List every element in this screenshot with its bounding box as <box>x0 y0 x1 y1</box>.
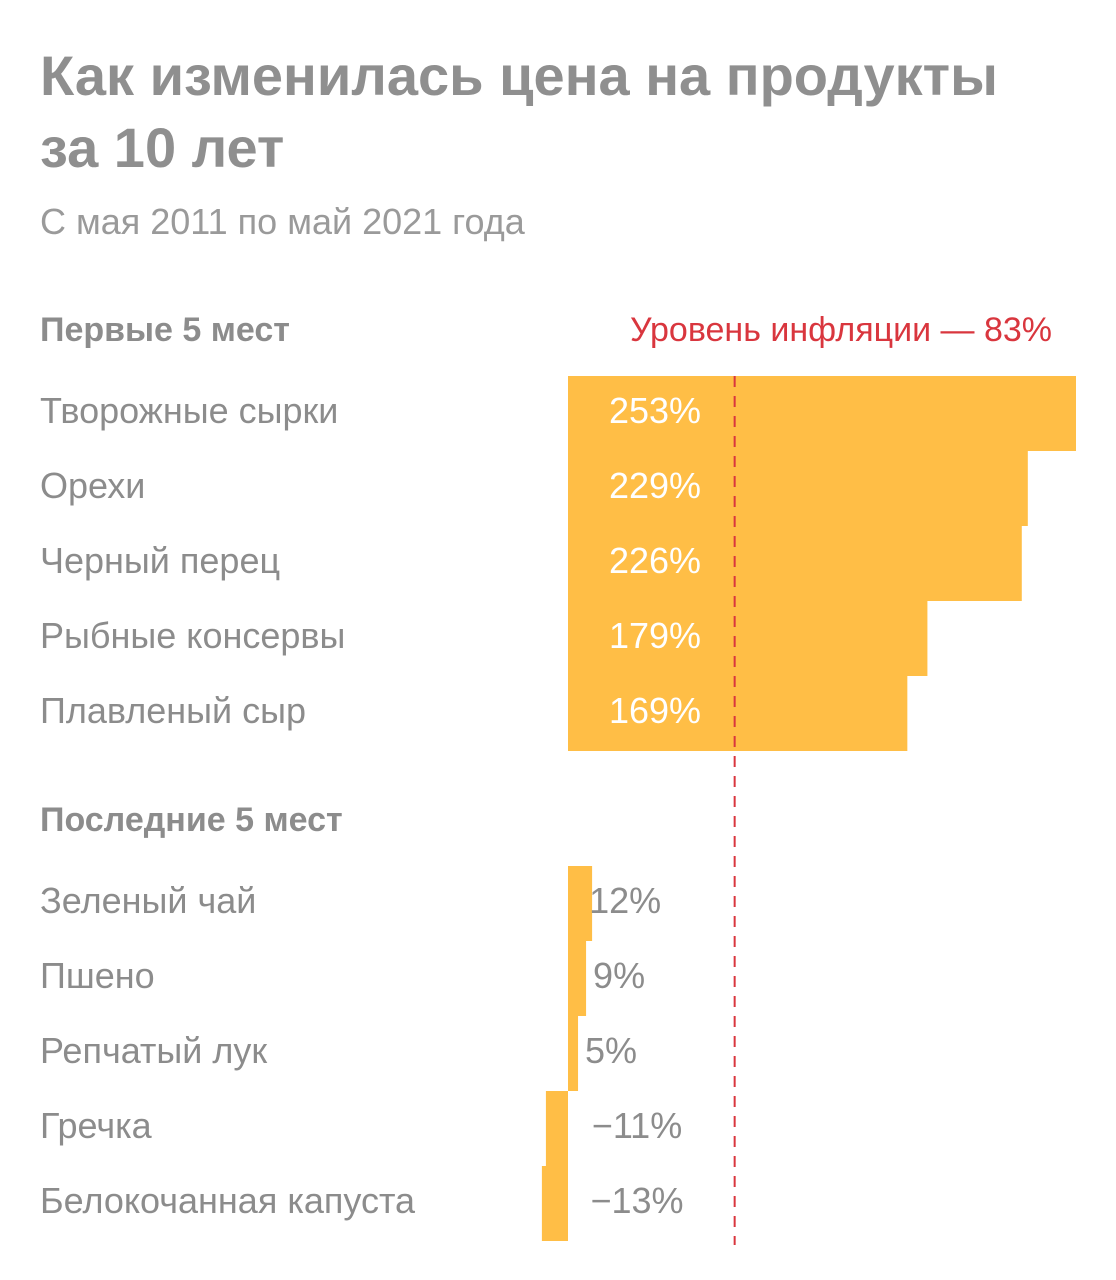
bar <box>568 451 1028 526</box>
chart-title-line-2: за 10 лет <box>40 116 285 179</box>
bar <box>545 1091 568 1166</box>
chart-subtitle: С мая 2011 по май 2021 года <box>40 201 525 242</box>
data-label: 226% <box>609 540 701 581</box>
group-heading: Первые 5 мест <box>40 311 290 349</box>
bar <box>568 941 587 1016</box>
bar <box>541 1166 568 1241</box>
data-label: −13% <box>590 1180 683 1221</box>
bar <box>568 526 1022 601</box>
data-label: 5% <box>585 1030 637 1071</box>
chart-title-line-1: Как изменилась цена на продукты <box>40 44 998 107</box>
bar <box>568 676 908 751</box>
category-label: Зеленый чай <box>40 880 256 921</box>
text-layer: Первые 5 мест Творожные сырки 253% Орехи 229… <box>40 311 1052 1221</box>
bar <box>568 376 1076 451</box>
inflation-reference-label: Уровень инфляции — 83% <box>630 311 1052 349</box>
category-label: Репчатый лук <box>40 1030 267 1071</box>
data-label: 169% <box>609 690 701 731</box>
data-label: 179% <box>609 615 701 656</box>
group-heading: Последние 5 мест <box>40 801 343 839</box>
category-label: Плавленый сыр <box>40 690 306 731</box>
data-label: −11% <box>592 1105 682 1146</box>
bar <box>568 1016 579 1091</box>
category-label: Творожные сырки <box>40 390 338 431</box>
category-label: Рыбные консервы <box>40 615 345 656</box>
data-label: 229% <box>609 465 701 506</box>
category-label: Гречка <box>40 1105 153 1146</box>
bars-layer <box>541 376 1076 1241</box>
data-label: 12% <box>589 880 661 921</box>
data-label: 253% <box>609 390 701 431</box>
category-label: Черный перец <box>40 540 280 581</box>
category-label: Белокочанная капуста <box>40 1180 416 1221</box>
bar <box>568 866 593 941</box>
category-label: Орехи <box>40 465 145 506</box>
bar <box>568 601 928 676</box>
data-label: 9% <box>593 955 645 996</box>
category-label: Пшено <box>40 955 155 996</box>
chart-title: Как изменилась цена на продукты за 10 ле… <box>40 40 1100 184</box>
